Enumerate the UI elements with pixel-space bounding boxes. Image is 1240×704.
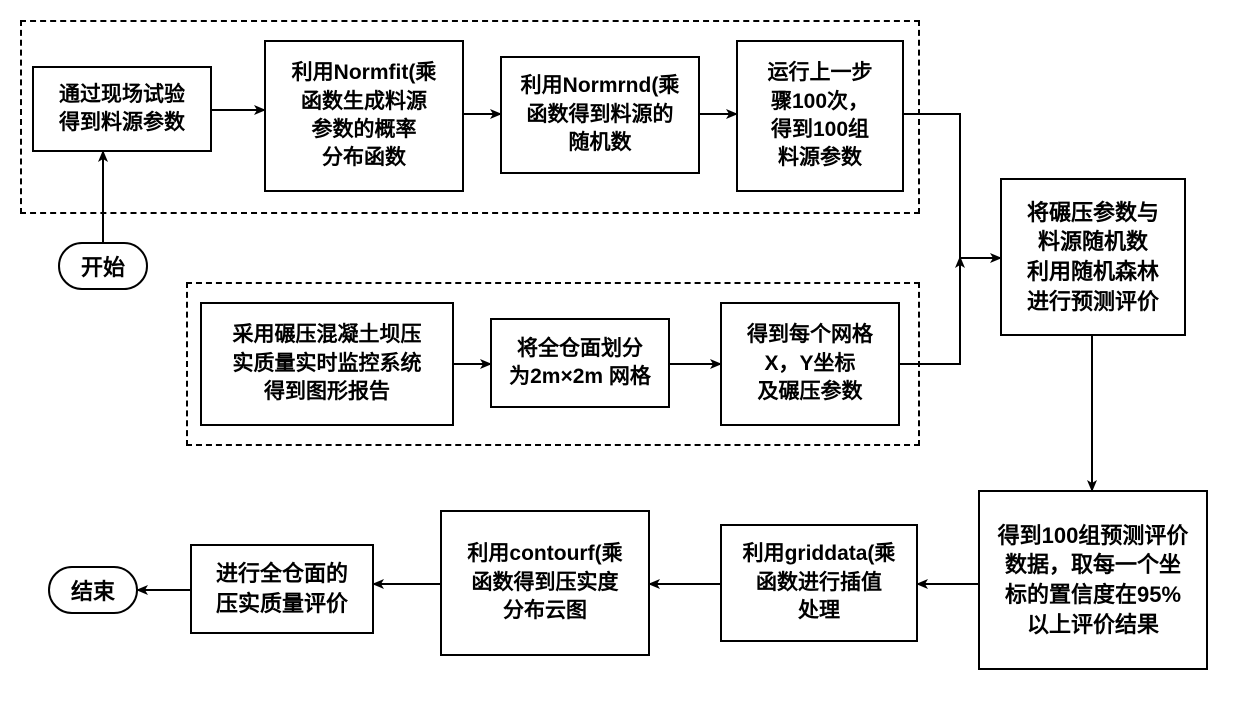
terminal-end: 结束 [48,566,138,614]
node-label: 得到每个网格X，Y坐标及碾压参数 [747,321,873,406]
node-label: 利用Normfit(乘函数生成料源参数的概率分布函数 [292,59,437,172]
node-label: 利用contourf(乘函数得到压实度分布云图 [467,540,622,625]
node-100-confidence: 得到100组预测评价数据，取每一个坐标的置信度在95%以上评价结果 [978,490,1208,670]
node-contourf: 利用contourf(乘函数得到压实度分布云图 [440,510,650,656]
node-normrnd: 利用Normrnd(乘函数得到料源的随机数 [500,56,700,174]
node-label: 通过现场试验得到料源参数 [59,81,185,138]
node-label: 将全仓面划分为2m×2m 网格 [509,335,651,392]
node-label: 将碾压参数与料源随机数利用随机森林进行预测评价 [1027,198,1159,317]
node-label: 利用Normrnd(乘函数得到料源的随机数 [521,72,680,157]
node-label: 进行全仓面的压实质量评价 [216,559,348,618]
node-full-eval: 进行全仓面的压实质量评价 [190,544,374,634]
terminal-start: 开始 [58,242,148,290]
node-label: 采用碾压混凝土坝压实质量实时监控系统得到图形报告 [233,321,422,406]
node-label: 运行上一步骤100次，得到100组料源参数 [768,59,873,172]
node-grid-divide: 将全仓面划分为2m×2m 网格 [490,318,670,408]
node-grid-xy-params: 得到每个网格X，Y坐标及碾压参数 [720,302,900,426]
node-field-test: 通过现场试验得到料源参数 [32,66,212,152]
node-random-forest: 将碾压参数与料源随机数利用随机森林进行预测评价 [1000,178,1186,336]
node-normfit: 利用Normfit(乘函数生成料源参数的概率分布函数 [264,40,464,192]
node-label: 利用griddata(乘函数进行插值处理 [743,540,896,625]
node-label: 得到100组预测评价数据，取每一个坐标的置信度在95%以上评价结果 [998,521,1189,640]
node-rcc-monitor: 采用碾压混凝土坝压实质量实时监控系统得到图形报告 [200,302,454,426]
node-run-100: 运行上一步骤100次，得到100组料源参数 [736,40,904,192]
terminal-start-label: 开始 [81,250,125,282]
node-griddata: 利用griddata(乘函数进行插值处理 [720,524,918,642]
terminal-end-label: 结束 [71,574,115,606]
